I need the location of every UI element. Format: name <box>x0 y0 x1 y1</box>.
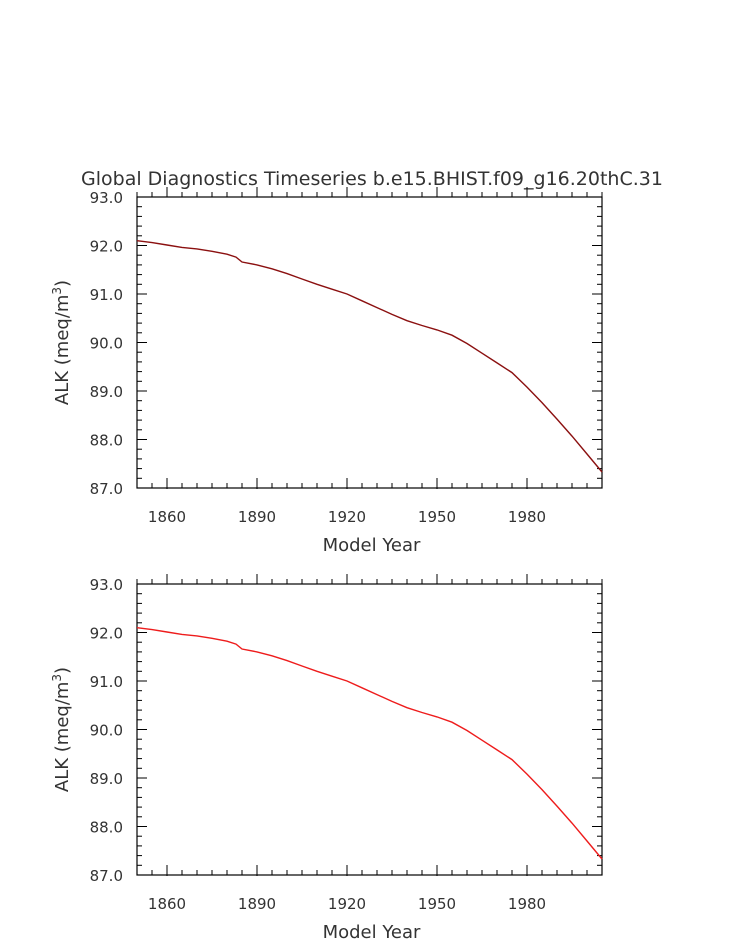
x-tick-label: 1890 <box>238 508 276 526</box>
y-tick-label: 91.0 <box>90 673 123 691</box>
x-axis-label: Model Year <box>323 535 421 556</box>
x-tick-label: 1980 <box>508 895 546 913</box>
series-line <box>136 240 603 473</box>
y-axis-label: ALK (meq/m3) <box>50 280 73 405</box>
y-tick-label: 87.0 <box>90 480 123 498</box>
x-tick-label: 1920 <box>328 895 366 913</box>
x-tick-label: 1860 <box>148 895 186 913</box>
y-tick-label: 88.0 <box>90 819 123 837</box>
y-tick-label: 90.0 <box>90 722 123 740</box>
plot-frame <box>136 583 603 876</box>
figure-title: Global Diagnostics Timeseries b.e15.BHIS… <box>81 168 663 190</box>
y-tick-label: 93.0 <box>90 189 123 207</box>
chart-top: 87.0 88.0 89.0 90.0 91.0 92.0 93.0 1860 1890 1920… <box>50 187 603 556</box>
x-tick-label: 1950 <box>418 895 456 913</box>
y-axis-label: ALK (meq/m3) <box>50 667 73 792</box>
plot-frame <box>136 196 603 489</box>
y-tick-label: 90.0 <box>90 335 123 353</box>
y-tick-label: 91.0 <box>90 286 123 304</box>
y-tick-label: 87.0 <box>90 867 123 885</box>
x-tick-label: 1980 <box>508 508 546 526</box>
y-tick-label: 88.0 <box>90 432 123 450</box>
chart-bottom: 87.0 88.0 89.0 90.0 91.0 92.0 93.0 1860 1890 1920… <box>50 574 603 943</box>
series-line <box>136 627 603 860</box>
x-tick-label: 1860 <box>148 508 186 526</box>
y-tick-label: 89.0 <box>90 770 123 788</box>
x-tick-label: 1950 <box>418 508 456 526</box>
y-tick-label: 92.0 <box>90 625 123 643</box>
x-tick-label: 1920 <box>328 508 366 526</box>
y-tick-label: 89.0 <box>90 383 123 401</box>
y-tick-label: 92.0 <box>90 238 123 256</box>
y-tick-label: 93.0 <box>90 576 123 594</box>
x-tick-label: 1890 <box>238 895 276 913</box>
x-axis-label: Model Year <box>323 922 421 943</box>
